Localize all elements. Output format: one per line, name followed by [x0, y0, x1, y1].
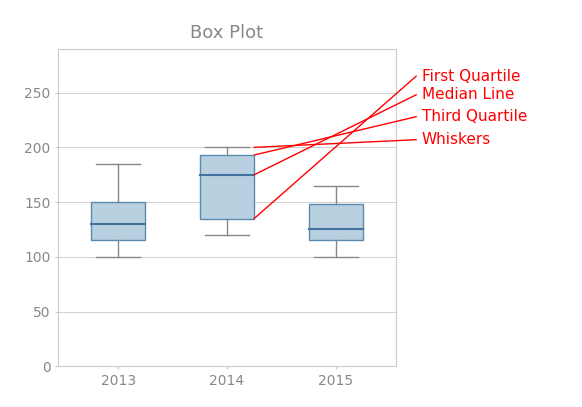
- Bar: [200, 155, 254, 219]
- Text: Median Line: Median Line: [422, 88, 514, 102]
- Text: Third Quartile: Third Quartile: [422, 109, 527, 124]
- Text: Whiskers: Whiskers: [422, 132, 491, 147]
- Title: Box Plot: Box Plot: [190, 24, 264, 42]
- Bar: [308, 204, 363, 241]
- Bar: [91, 202, 146, 241]
- Text: First Quartile: First Quartile: [422, 69, 520, 84]
